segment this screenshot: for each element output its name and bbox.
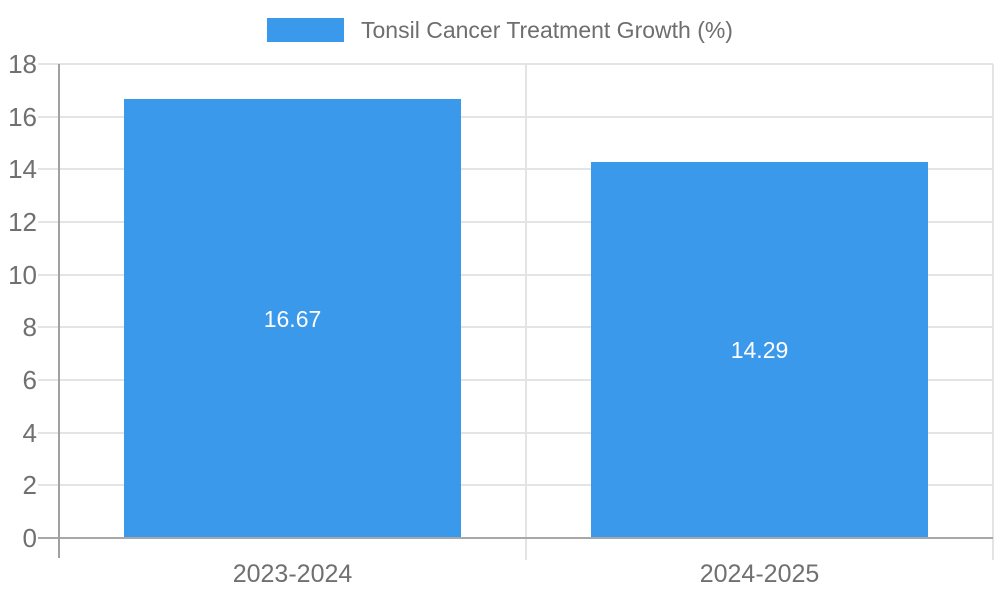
plot-right-border-line <box>992 64 994 560</box>
gridline-y-8 <box>38 326 993 329</box>
x-axis-label: 2023-2024 <box>232 560 353 588</box>
y-tick-label-18: 18 <box>8 49 37 79</box>
category-boundary-line <box>525 64 527 560</box>
gridline-y-16 <box>38 115 993 118</box>
y-tick-label-6: 6 <box>22 365 37 395</box>
gridline-y-2 <box>38 484 993 487</box>
y-tick-label-16: 16 <box>8 101 37 132</box>
gridline-y-14 <box>38 168 993 171</box>
legend[interactable]: Tonsil Cancer Treatment Growth (%) <box>0 14 1000 46</box>
y-tick-label-12: 12 <box>8 207 37 237</box>
y-tick-label-8: 8 <box>22 312 37 343</box>
bar-value-label: 14.29 <box>730 336 789 363</box>
x-axis-baseline <box>38 537 993 539</box>
bar-value-label: 16.67 <box>263 305 322 332</box>
gridline-y-10 <box>38 273 993 276</box>
y-tick-label-0: 0 <box>22 523 37 553</box>
y-tick-label-2: 2 <box>22 470 37 501</box>
gridline-y-4 <box>38 431 993 434</box>
x-axis-label: 2024-2025 <box>699 560 820 588</box>
y-tick-label-4: 4 <box>22 417 37 448</box>
y-tick-label-10: 10 <box>8 259 37 290</box>
y-tick-label-14: 14 <box>8 154 37 185</box>
gridline-y-18 <box>38 63 993 65</box>
y-axis-line <box>58 64 60 558</box>
legend-label: Tonsil Cancer Treatment Growth (%) <box>361 17 733 43</box>
bar-2023-2024[interactable] <box>124 99 461 538</box>
gridline-y-6 <box>38 379 993 381</box>
bar-2024-2025[interactable] <box>591 161 928 538</box>
gridline-y-12 <box>38 221 993 223</box>
legend-swatch <box>267 18 345 42</box>
